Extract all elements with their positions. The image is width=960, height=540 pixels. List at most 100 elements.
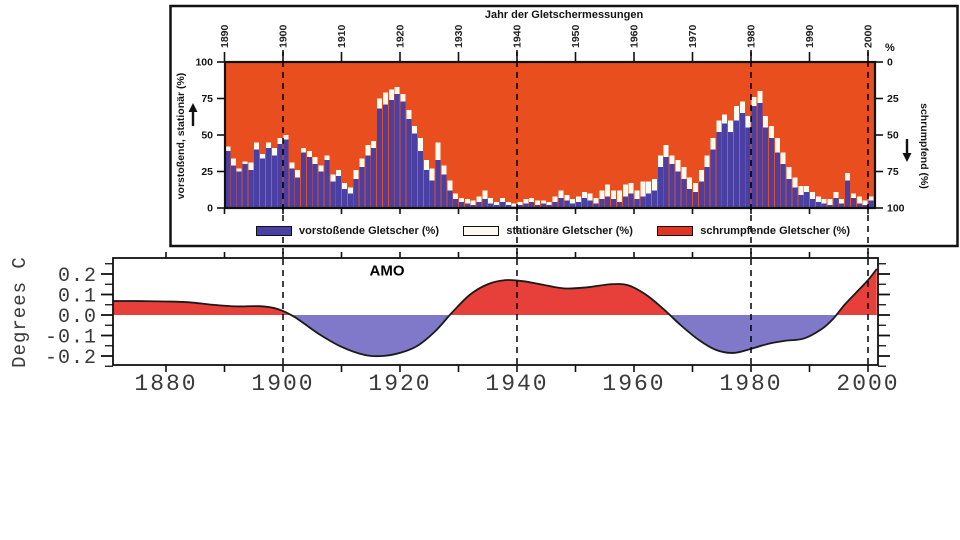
advancing-bar — [505, 205, 511, 208]
advancing-bar — [798, 194, 804, 208]
advancing-bar — [558, 197, 564, 208]
amo-y-tick-label: -0.1 — [45, 327, 97, 350]
advancing-bar — [716, 132, 722, 208]
stationary-bar — [289, 162, 295, 169]
stationary-bar — [780, 152, 786, 165]
stationary-bar — [324, 155, 330, 160]
advancing-bar — [652, 190, 657, 208]
stationary-bar — [371, 140, 377, 149]
down-arrow-icon — [902, 153, 912, 162]
glacier-chart-title: Jahr der Gletschermessungen — [484, 9, 644, 21]
amo-x-tick-label: 1940 — [485, 371, 548, 397]
x-tick-label: 1950 — [570, 24, 582, 48]
stationary-bar — [295, 170, 301, 178]
legend-swatch-icon — [463, 226, 500, 236]
advancing-bar — [535, 205, 540, 208]
stationary-bar — [722, 114, 728, 124]
stationary-bar — [570, 199, 576, 204]
stationary-bar — [429, 168, 435, 181]
stationary-bar — [248, 162, 254, 171]
stationary-bar — [242, 161, 248, 165]
stationary-bar — [552, 196, 558, 203]
advancing-bar — [277, 143, 283, 208]
advancing-bar — [640, 196, 646, 208]
amo-x-tick-label: 1900 — [251, 371, 314, 397]
advancing-bar — [675, 171, 681, 208]
stationary-bar — [646, 181, 652, 194]
amo-series-label: AMO — [369, 262, 405, 280]
advancing-bar — [669, 164, 675, 208]
stationary-bar — [494, 202, 500, 206]
stationary-bar — [271, 148, 277, 156]
right-tick-label: 50 — [887, 130, 899, 142]
right-tick-label: 0 — [887, 57, 893, 69]
stationary-bar — [675, 159, 681, 172]
left-tick-label: 25 — [201, 166, 213, 178]
stationary-bar — [868, 196, 874, 201]
stationary-bar — [418, 137, 423, 152]
stationary-bar — [593, 197, 599, 204]
stationary-bar — [733, 105, 739, 121]
stationary-bar — [710, 137, 716, 150]
advancing-bar — [271, 155, 277, 208]
x-tick-label: 1940 — [512, 24, 524, 48]
advancing-bar — [821, 203, 827, 208]
advancing-bar — [769, 137, 774, 208]
stationary-bar — [312, 156, 318, 165]
stationary-bar — [511, 203, 517, 207]
stationary-bar — [798, 186, 804, 195]
stationary-bar — [622, 184, 628, 197]
stationary-bar — [792, 177, 798, 188]
stationary-bar — [763, 116, 769, 128]
stationary-bar — [611, 190, 617, 200]
stationary-bar — [745, 116, 751, 128]
stationary-bar — [283, 135, 289, 140]
advancing-bar — [786, 178, 792, 208]
legend-item: stationäre Gletscher (%) — [463, 225, 633, 237]
stationary-bar — [599, 190, 605, 200]
stationary-bar — [260, 153, 266, 159]
advancing-bar — [464, 203, 470, 208]
advancing-bar — [763, 127, 769, 208]
advancing-bar — [804, 191, 810, 208]
stationary-bar — [687, 177, 693, 190]
advancing-bar — [570, 203, 576, 208]
x-tick-label: 1910 — [336, 24, 348, 48]
advancing-bar — [353, 178, 359, 208]
stationary-bar — [698, 170, 704, 182]
stationary-bar — [254, 142, 260, 150]
stationary-bar — [306, 151, 312, 157]
stationary-bar — [809, 191, 815, 200]
advancing-bar — [599, 199, 605, 208]
stationary-bar — [845, 172, 851, 181]
amo-y-tick-label: 0.2 — [58, 265, 97, 288]
advancing-bar — [593, 203, 599, 208]
advancing-bar — [687, 189, 693, 208]
advancing-bar — [482, 199, 488, 208]
stationary-bar — [827, 199, 833, 206]
stationary-bar — [833, 191, 839, 198]
stationary-bar — [616, 190, 622, 203]
advancing-bar — [382, 104, 388, 208]
advancing-bar — [301, 152, 306, 208]
advancing-bar — [248, 170, 254, 208]
left-tick-label: 75 — [201, 93, 213, 105]
advancing-bar — [546, 205, 552, 208]
left-tick-label: 100 — [195, 57, 213, 69]
stationary-bar — [365, 145, 371, 156]
advancing-bar — [663, 156, 669, 208]
stationary-bar — [704, 155, 710, 168]
x-tick-label: 1960 — [629, 24, 641, 48]
advancing-bar — [260, 158, 266, 208]
stationary-bar — [546, 202, 552, 206]
advancing-bar — [646, 193, 652, 208]
stationary-bar — [394, 86, 400, 95]
stationary-bar — [406, 110, 412, 119]
advancing-bar — [365, 155, 371, 208]
left-tick-label: 50 — [201, 130, 213, 142]
stationary-bar — [388, 89, 394, 100]
right-tick-label: 25 — [887, 93, 899, 105]
advancing-bar — [499, 202, 505, 208]
stationary-bar — [628, 183, 634, 194]
